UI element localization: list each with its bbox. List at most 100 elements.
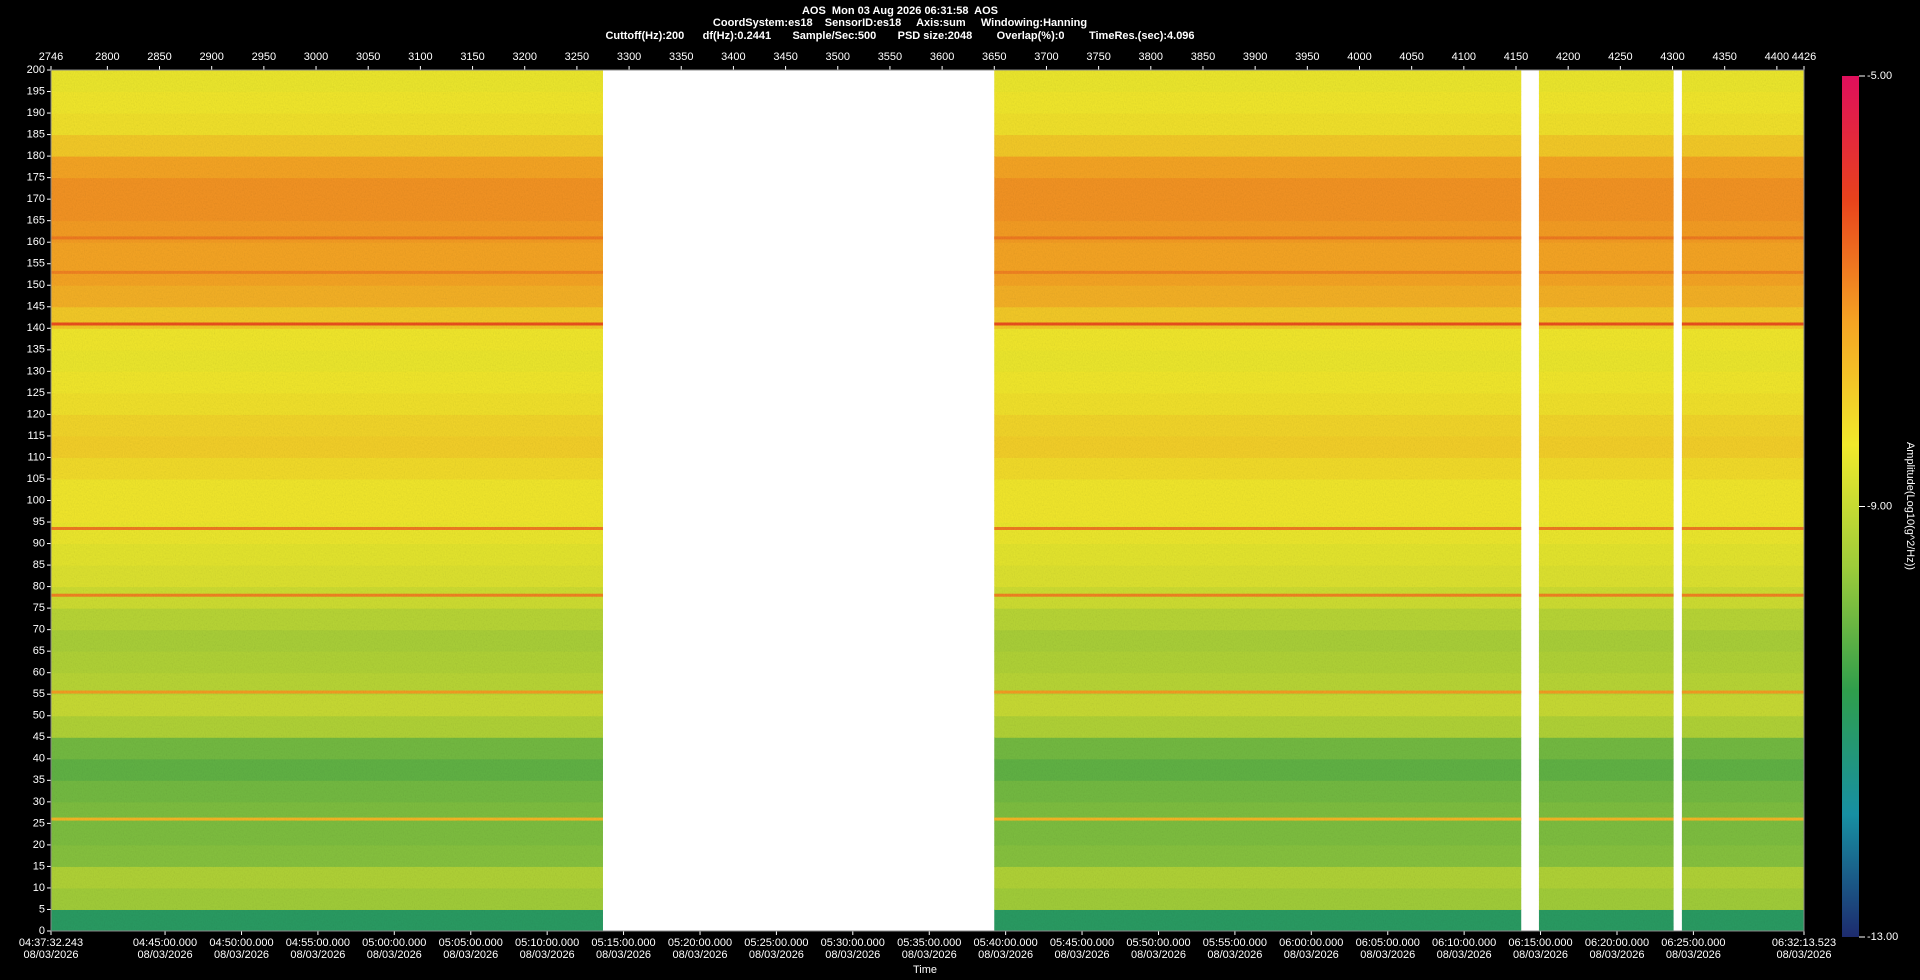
texture [1681,70,1804,931]
x-tick-label: 3400 [721,51,745,63]
y-tick-label: 70 [33,624,45,636]
y-tick-label: 145 [27,301,45,313]
y-tick-label: 40 [33,753,45,765]
y-tick-label: 105 [27,473,45,485]
time-tick-label: 05:55:00.000 [1203,937,1267,949]
x-tick-label: 4300 [1660,51,1684,63]
subtitle: CoordSystem:es18 SensorID:es18 Axis:sum … [713,17,1087,29]
y-tick-label: 110 [27,451,45,463]
y-tick-label: 25 [33,817,45,829]
y-tick-label: 60 [33,667,45,679]
time-tick-label: 06:10:00.000 [1432,937,1496,949]
time-tick-label: 06:05:00.000 [1356,937,1420,949]
time-tick-date: 08/03/2026 [138,949,193,961]
x-tick-label: 2746 [39,51,63,63]
x-tick-label: 3250 [565,51,589,63]
y-tick-label: 140 [27,322,45,334]
colorbar-label: Amplitude(Log10(g^2/Hz)) [1904,442,1916,570]
time-tick-label: 05:50:00.000 [1126,937,1190,949]
x-tick-label: 3050 [356,51,380,63]
time-tick-date: 08/03/2026 [1284,949,1339,961]
time-tick-label: 05:15:00.000 [591,937,655,949]
y-tick-label: 15 [33,860,45,872]
y-tick-label: 50 [33,710,45,722]
time-tick-label: 04:55:00.000 [286,937,350,949]
y-tick-label: 135 [27,344,45,356]
y-tick-label: 85 [33,559,45,571]
x-tick-label: 3000 [304,51,328,63]
y-tick-label: 90 [33,537,45,549]
time-tick-label: 05:35:00.000 [897,937,961,949]
x-tick-label: 3950 [1295,51,1319,63]
y-tick-label: 95 [33,516,45,528]
time-tick-label: 06:15:00.000 [1508,937,1572,949]
x-tick-label: 3850 [1191,51,1215,63]
x-tick-label: 3900 [1243,51,1267,63]
x-tick-label: 2950 [252,51,276,63]
time-tick-label: 05:45:00.000 [1050,937,1114,949]
time-tick-date: 08/03/2026 [367,949,422,961]
colorbar-tick-label: -9.00 [1867,500,1892,512]
plot-frame [50,69,1805,932]
y-tick-label: 175 [27,172,45,184]
x-axis-label: Time [913,964,937,976]
x-tick-label: 4200 [1556,51,1580,63]
time-tick-label: 05:10:00.000 [515,937,579,949]
time-tick-date: 08/03/2026 [902,949,957,961]
y-tick-label: 35 [33,774,45,786]
time-tick-label: 06:25:00.000 [1661,937,1725,949]
time-tick-date: 08/03/2026 [1589,949,1644,961]
time-tick-label: 05:00:00.000 [362,937,426,949]
y-tick-label: 150 [27,279,45,291]
time-tick-label: 05:25:00.000 [744,937,808,949]
y-tick-label: 75 [33,602,45,614]
y-tick-label: 45 [33,731,45,743]
info: Cuttoff(Hz):200 df(Hz):0.2441 Sample/Sec… [605,30,1194,42]
time-tick-label: 06:00:00.000 [1279,937,1343,949]
y-tick-label: 115 [27,430,45,442]
y-tick-label: 5 [39,903,45,915]
y-tick-label: 170 [27,193,45,205]
time-tick-date: 08/03/2026 [672,949,727,961]
time-tick-date: 08/03/2026 [290,949,345,961]
y-tick-label: 190 [27,107,45,119]
y-tick-label: 80 [33,581,45,593]
time-tick-date: 08/03/2026 [1055,949,1110,961]
time-tick-date: 08/03/2026 [1513,949,1568,961]
time-tick-date: 08/03/2026 [214,949,269,961]
x-tick-label: 3750 [1086,51,1110,63]
y-tick-label: 200 [27,64,45,76]
x-tick-label: 3700 [1034,51,1058,63]
time-tick-date: 08/03/2026 [1360,949,1415,961]
x-tick-label: 3200 [512,51,536,63]
time-tick-date: 08/03/2026 [1666,949,1721,961]
time-tick-label: 04:45:00.000 [133,937,197,949]
time-tick-label: 06:32:13.523 [1772,937,1836,949]
time-tick-date: 08/03/2026 [825,949,880,961]
time-tick-label: 05:20:00.000 [668,937,732,949]
title: AOS Mon 03 Aug 2026 06:31:58 AOS [802,5,998,17]
y-tick-label: 130 [27,365,45,377]
x-tick-label: 3150 [460,51,484,63]
y-tick-label: 20 [33,839,45,851]
x-tick-label: 4100 [1452,51,1476,63]
y-tick-label: 125 [27,387,45,399]
x-tick-label: 4250 [1608,51,1632,63]
time-tick-date: 08/03/2026 [978,949,1033,961]
time-tick-date: 08/03/2026 [520,949,575,961]
time-tick-date: 08/03/2026 [23,949,78,961]
y-tick-label: 185 [27,128,45,140]
time-tick-date: 08/03/2026 [1131,949,1186,961]
x-tick-label: 3300 [617,51,641,63]
x-tick-label: 3450 [773,51,797,63]
colorbar-tick-label: -5.00 [1867,70,1892,82]
time-tick-label: 05:05:00.000 [439,937,503,949]
x-tick-label: 3500 [826,51,850,63]
time-tick-date: 08/03/2026 [749,949,804,961]
time-tick-date: 08/03/2026 [443,949,498,961]
time-tick-date: 08/03/2026 [596,949,651,961]
y-tick-label: 10 [33,882,45,894]
y-tick-label: 180 [27,150,45,162]
